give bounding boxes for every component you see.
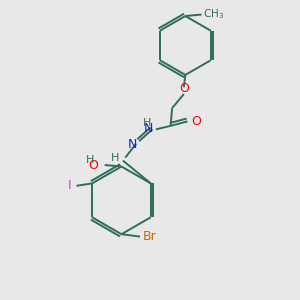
Text: H: H xyxy=(143,118,151,128)
Text: CH$_3$: CH$_3$ xyxy=(203,8,224,22)
Text: O: O xyxy=(191,115,201,128)
Text: Br: Br xyxy=(142,230,156,243)
Text: O: O xyxy=(88,158,98,172)
Text: N: N xyxy=(128,139,137,152)
Text: I: I xyxy=(68,179,71,192)
Text: H: H xyxy=(86,155,95,165)
Text: N: N xyxy=(144,122,153,135)
Text: H: H xyxy=(111,153,120,163)
Text: O: O xyxy=(179,82,189,95)
